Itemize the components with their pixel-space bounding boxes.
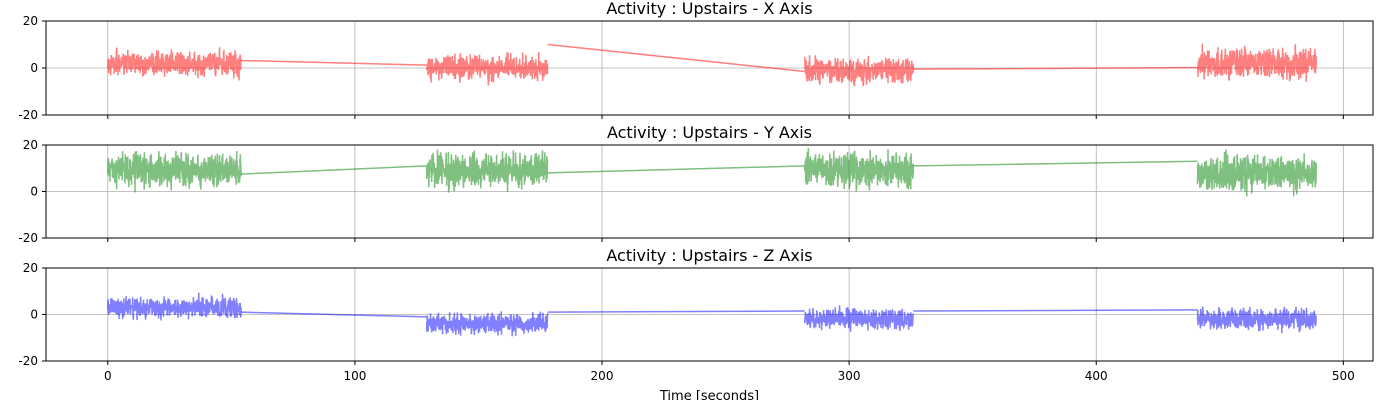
series-group xyxy=(107,43,1317,87)
connector-line-2 xyxy=(547,165,805,174)
signal-segment-2 xyxy=(425,149,549,193)
panel-2: -20 0 20 Activity : Upstairs - Y Axis xyxy=(18,123,1374,245)
y-tick-label: 20 xyxy=(23,14,38,28)
connector-line-3 xyxy=(913,160,1198,167)
connector-line-3 xyxy=(913,309,1198,312)
series-group xyxy=(107,292,1317,337)
series-group xyxy=(107,148,1317,197)
signal-segment-2 xyxy=(425,51,549,86)
x-tick-label: 100 xyxy=(343,369,366,383)
connector-line-2 xyxy=(547,310,805,313)
connector-line-1 xyxy=(241,59,427,66)
signal-segment-3 xyxy=(803,55,915,87)
signal-segment-3 xyxy=(803,148,915,192)
x-tick-label: 500 xyxy=(1332,369,1355,383)
signal-segment-1 xyxy=(107,292,242,321)
y-tick-label: 0 xyxy=(30,185,38,199)
chart-title: Activity : Upstairs - Z Axis xyxy=(606,246,812,265)
signal-segment-4 xyxy=(1196,149,1317,197)
y-tick-label: 0 xyxy=(30,61,38,75)
chart-title: Activity : Upstairs - Y Axis xyxy=(607,123,812,142)
signal-segment-1 xyxy=(107,47,242,81)
signal-segment-4 xyxy=(1196,306,1317,334)
x-tick-label: 300 xyxy=(838,369,861,383)
connector-line-1 xyxy=(241,165,427,175)
x-tick-label: 0 xyxy=(104,369,112,383)
y-tick-label: 20 xyxy=(23,261,38,275)
signal-segment-2 xyxy=(425,311,549,337)
signal-segment-4 xyxy=(1196,43,1317,82)
panel-1: -20 0 20 Activity : Upstairs - X Axis xyxy=(18,0,1374,122)
connector-line-2 xyxy=(547,43,805,73)
chart-title: Activity : Upstairs - X Axis xyxy=(606,0,812,18)
y-tick-label: -20 xyxy=(18,231,38,245)
connector-line-1 xyxy=(241,311,427,318)
x-tick-label: 200 xyxy=(591,369,614,383)
y-tick-label: -20 xyxy=(18,354,38,368)
signal-segment-1 xyxy=(107,150,242,193)
signal-segment-3 xyxy=(803,305,915,332)
y-tick-label: -20 xyxy=(18,108,38,122)
connector-line-3 xyxy=(913,66,1198,70)
y-tick-label: 20 xyxy=(23,138,38,152)
x-axis-label: Time [seconds] xyxy=(659,389,759,400)
x-tick-label: 400 xyxy=(1085,369,1108,383)
y-tick-label: 0 xyxy=(30,308,38,322)
